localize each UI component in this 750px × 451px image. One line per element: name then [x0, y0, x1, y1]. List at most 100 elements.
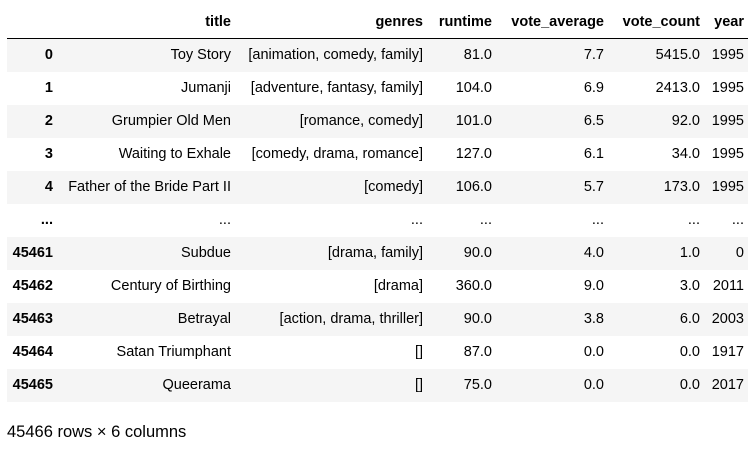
table-row: 45465 Queerama [] 75.0 0.0 0.0 2017 [7, 369, 748, 402]
cell-year: 2017 [711, 377, 744, 393]
cell-runtime: 101.0 [455, 113, 492, 129]
cell-year: 1995 [711, 47, 744, 63]
table-row: 45461 Subdue [drama, family] 90.0 4.0 1.0 0 [7, 237, 748, 270]
cell-title: Grumpier Old Men [111, 113, 231, 129]
cell-title: Subdue [181, 245, 231, 261]
row-index: 2 [44, 113, 53, 129]
cell-vote-average: 0.0 [583, 344, 604, 360]
row-index: 45465 [12, 377, 53, 393]
cell-genres: [animation, comedy, family] [248, 47, 423, 63]
cell-title: Father of the Bride Part II [68, 179, 231, 195]
cell-genres: [romance, comedy] [299, 113, 423, 129]
cell-vote-count: 92.0 [671, 113, 700, 129]
header-row: title genres runtime vote_average vote_count… [7, 6, 748, 39]
column-header-runtime: runtime [427, 6, 496, 39]
cell-genres: [] [414, 377, 423, 393]
cell-title: Waiting to Exhale [118, 146, 231, 162]
cell-runtime: 75.0 [463, 377, 492, 393]
cell-runtime: 90.0 [463, 311, 492, 327]
cell-runtime: 127.0 [455, 146, 492, 162]
column-header-title: title [59, 6, 235, 39]
cell-vote-count: 173.0 [663, 179, 700, 195]
cell-runtime: ... [479, 212, 492, 228]
cell-year: 2011 [712, 278, 744, 294]
cell-runtime: 106.0 [455, 179, 492, 195]
row-index: 4 [44, 179, 53, 195]
cell-vote-average: 9.0 [583, 278, 604, 294]
cell-genres: [comedy] [364, 179, 423, 195]
column-header-vote-average: vote_average [496, 6, 608, 39]
table-row: 45462 Century of Birthing [drama] 360.0 9.0 3… [7, 270, 748, 303]
cell-year: 1995 [711, 113, 744, 129]
cell-genres: [comedy, drama, romance] [251, 146, 423, 162]
cell-vote-count: 34.0 [671, 146, 700, 162]
cell-title: ... [218, 212, 231, 228]
cell-vote-count: 1.0 [679, 245, 700, 261]
row-index: 45461 [12, 245, 53, 261]
cell-vote-average: ... [591, 212, 604, 228]
cell-year: 2003 [711, 311, 744, 327]
cell-runtime: 360.0 [455, 278, 492, 294]
table-row: 1 Jumanji [adventure, fantasy, family] 104.… [7, 72, 748, 105]
cell-vote-average: 6.9 [583, 80, 604, 96]
row-index: 1 [44, 80, 53, 96]
cell-vote-average: 0.0 [583, 377, 604, 393]
row-index: ... [40, 212, 53, 228]
cell-genres: ... [410, 212, 423, 228]
cell-year: 1917 [711, 344, 744, 360]
cell-year: 1995 [711, 179, 744, 195]
cell-title: Betrayal [177, 311, 231, 327]
table-row: 3 Waiting to Exhale [comedy, drama, romanc… [7, 138, 748, 171]
cell-vote-average: 7.7 [583, 47, 604, 63]
cell-vote-count: 6.0 [679, 311, 700, 327]
cell-title: Jumanji [181, 80, 231, 96]
cell-year: 1995 [711, 80, 744, 96]
table-row: 45463 Betrayal [action, drama, thriller] 90… [7, 303, 748, 336]
cell-genres: [action, drama, thriller] [279, 311, 423, 327]
cell-year: 1995 [711, 146, 744, 162]
row-index: 45462 [12, 278, 53, 294]
cell-genres: [drama] [373, 278, 423, 294]
cell-runtime: 87.0 [463, 344, 492, 360]
row-index: 45463 [12, 311, 53, 327]
cell-vote-count: 0.0 [679, 344, 700, 360]
cell-year: ... [731, 212, 744, 228]
table-row: 4 Father of the Bride Part II [comedy] 106.… [7, 171, 748, 204]
table-header: title genres runtime vote_average vote_count… [7, 6, 748, 39]
cell-title: Queerama [162, 377, 231, 393]
column-header-vote-count: vote_count [608, 6, 704, 39]
table-row: 45464 Satan Triumphant [] 87.0 0.0 0.0 1917 [7, 336, 748, 369]
cell-vote-count: 2413.0 [655, 80, 700, 96]
cell-title: Satan Triumphant [116, 344, 231, 360]
cell-title: Century of Birthing [110, 278, 231, 294]
column-header-year: year [704, 6, 748, 39]
index-header [7, 6, 59, 39]
row-index: 3 [44, 146, 53, 162]
cell-runtime: 81.0 [463, 47, 492, 63]
shape-summary: 45466 rows × 6 columns [7, 423, 187, 441]
cell-vote-count: 3.0 [679, 278, 700, 294]
table-row: 2 Grumpier Old Men [romance, comedy] 101.0 6… [7, 105, 748, 138]
table-row: ..................... [7, 204, 748, 237]
cell-runtime: 104.0 [455, 80, 492, 96]
cell-vote-count: 5415.0 [655, 47, 700, 63]
cell-year: 0 [735, 245, 744, 261]
cell-genres: [adventure, fantasy, family] [250, 80, 423, 96]
cell-vote-average: 3.8 [583, 311, 604, 327]
cell-vote-average: 4.0 [583, 245, 604, 261]
cell-genres: [] [414, 344, 423, 360]
table-row: 0 Toy Story [animation, comedy, family] 81.… [7, 38, 748, 72]
cell-vote-average: 6.1 [583, 146, 604, 162]
cell-vote-average: 6.5 [583, 113, 604, 129]
cell-vote-count: ... [687, 212, 700, 228]
column-header-genres: genres [235, 6, 427, 39]
cell-title: Toy Story [170, 47, 231, 63]
row-index: 0 [44, 47, 53, 63]
dataframe-table: title genres runtime vote_average vote_count… [7, 6, 748, 402]
table-body: 0 Toy Story [animation, comedy, family] 81.… [7, 38, 748, 402]
cell-vote-count: 0.0 [679, 377, 700, 393]
cell-genres: [drama, family] [327, 245, 423, 261]
cell-runtime: 90.0 [463, 245, 492, 261]
row-index: 45464 [12, 344, 53, 360]
